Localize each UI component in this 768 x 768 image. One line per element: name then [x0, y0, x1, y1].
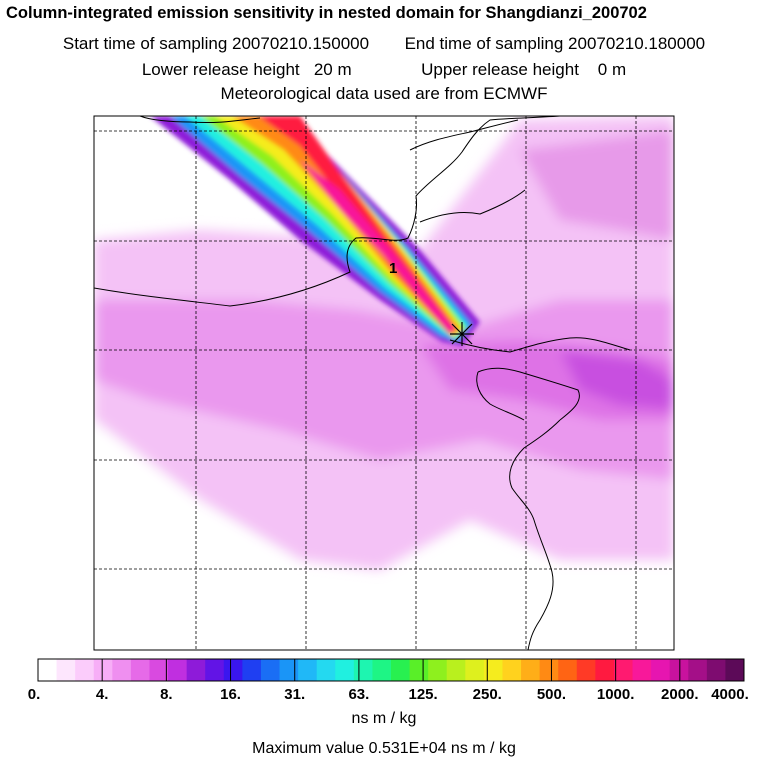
colorbar-swatch: [75, 659, 95, 681]
colorbar-swatch: [353, 659, 373, 681]
colorbar-swatch: [316, 659, 336, 681]
colorbar-tick-label: 125.: [408, 686, 437, 703]
colorbar-swatch: [391, 659, 411, 681]
colorbar-swatch: [446, 659, 466, 681]
start-time: Start time of sampling 20070210.150000: [62, 34, 370, 53]
colorbar-tick-label: 16.: [220, 686, 241, 703]
colorbar-swatch: [613, 659, 634, 681]
colorbar-tick-label: 8.: [160, 686, 173, 703]
colorbar-tick-label: 0.: [28, 686, 41, 703]
met-data-source: Meteorological data used are from ECMWF: [220, 84, 548, 103]
colorbar-tick-label: 63.: [348, 686, 369, 703]
colorbar-tick-label: 2000.: [661, 686, 699, 703]
colorbar-swatch: [688, 659, 708, 681]
colorbar-units: ns m / kg: [351, 710, 417, 727]
colorbar-swatch: [93, 659, 113, 681]
colorbar-swatch: [56, 659, 76, 681]
colorbar-swatch: [725, 659, 745, 681]
colorbar-tick-label: 31.: [284, 686, 305, 703]
colorbar-swatch: [149, 659, 169, 681]
colorbar-swatch: [298, 659, 318, 681]
colorbar-swatch: [428, 659, 448, 681]
end-time: End time of sampling 20070210.180000: [404, 34, 706, 53]
colorbar-swatch: [651, 659, 671, 681]
colorbar: [37, 658, 745, 682]
colorbar-swatch: [223, 659, 243, 681]
colorbar-swatch: [409, 659, 429, 681]
release-heights: Lower release height 20 m Upper release …: [0, 60, 768, 80]
colorbar-swatch: [521, 659, 541, 681]
colorbar-tick-labels: 0. 4. 8. 16. 31. 63. 125. 250. 500. 1000. 2000. 400…: [28, 686, 749, 703]
colorbar-swatch: [130, 659, 150, 681]
colorbar-swatch: [372, 659, 392, 681]
colorbar-swatch: [706, 659, 726, 681]
colorbar-swatch: [335, 659, 355, 681]
colorbar-swatch: [669, 659, 689, 681]
colorbar-swatch: [279, 659, 299, 681]
colorbar-swatch: [595, 659, 615, 681]
colorbar-tick-label: 4000.: [711, 686, 749, 703]
map-frame: [93, 115, 675, 651]
colorbar-swatch: [242, 659, 262, 681]
lower-release-height: Lower release height 20 m: [141, 60, 352, 79]
plot-title: Column-integrated emission sensitivity i…: [6, 4, 647, 22]
sensitivity-field: [94, 116, 674, 650]
colorbar-swatch: [502, 659, 522, 681]
release-label: 1: [389, 260, 397, 277]
colorbar-tick-label: 4.: [96, 686, 109, 703]
colorbar-swatch: [483, 659, 503, 681]
maximum-value: Maximum value 0.531E+04 ns m / kg: [252, 740, 516, 757]
upper-release-height: Upper release height 0 m: [421, 60, 627, 79]
colorbar-swatch: [260, 659, 281, 681]
colorbar-swatch: [205, 659, 225, 681]
colorbar-swatch: [168, 659, 188, 681]
colorbar-tick-label: 250.: [473, 686, 502, 703]
release-site-marker: [450, 322, 474, 346]
colorbar-swatch: [632, 659, 652, 681]
coastlines: [94, 116, 631, 650]
colorbar-swatch: [558, 659, 578, 681]
colorbar-swatch: [186, 659, 206, 681]
colorbar-swatch: [576, 659, 596, 681]
colorbar-swatch: [465, 659, 485, 681]
lat-lon-grid: [94, 116, 674, 650]
colorbar-tick-label: 1000.: [597, 686, 635, 703]
colorbar-swatch: [38, 659, 58, 681]
colorbar-swatch: [539, 659, 559, 681]
colorbar-tick-label: 500.: [537, 686, 566, 703]
colorbar-frame: [37, 658, 745, 682]
sampling-times: Start time of sampling 20070210.150000 E…: [0, 34, 768, 54]
colorbar-swatch: [112, 659, 132, 681]
